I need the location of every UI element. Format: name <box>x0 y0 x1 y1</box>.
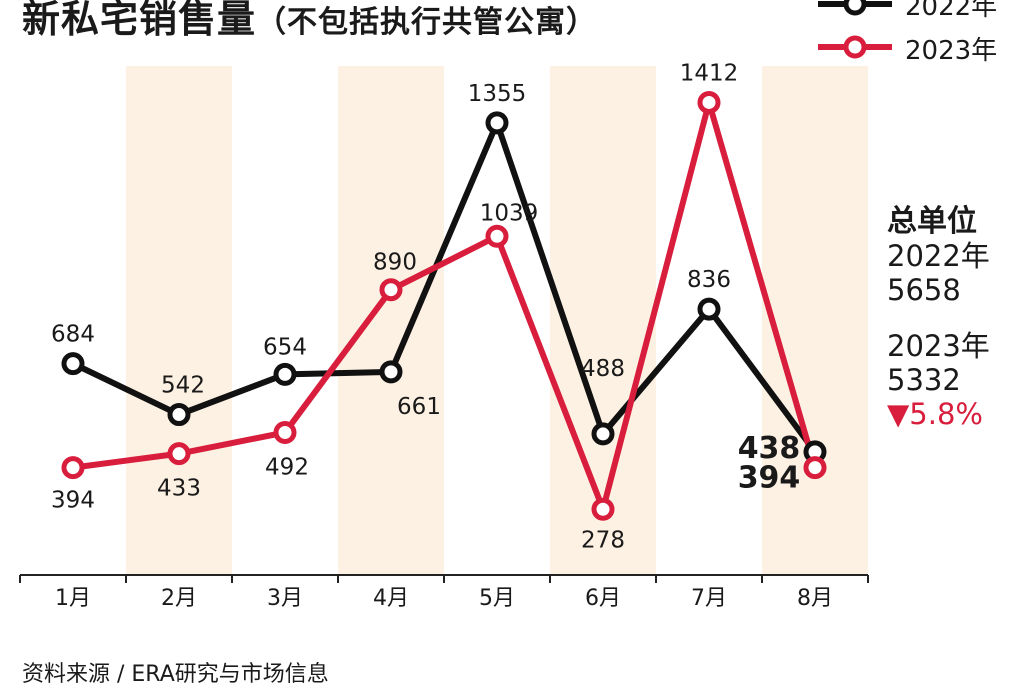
chart-title: 新私宅销售量（不包括执行共管公寓） <box>22 0 597 43</box>
data-point <box>697 90 721 114</box>
summary-change: ▼5.8% <box>887 397 983 431</box>
data-point <box>379 360 403 384</box>
data-label: 394 <box>51 488 95 514</box>
data-point <box>273 420 297 444</box>
data-label: 661 <box>397 394 441 420</box>
series-line-2022 <box>71 114 818 454</box>
x-tick-label: 6月 <box>585 586 621 611</box>
chart-title-main: 新私宅销售量 <box>22 0 257 41</box>
data-label: 1412 <box>680 60 739 86</box>
data-point <box>61 352 85 376</box>
x-tick-label: 8月 <box>797 586 833 611</box>
data-label: 488 <box>581 356 625 382</box>
data-point <box>697 297 721 321</box>
data-label: 394 <box>738 461 801 496</box>
month-band <box>550 66 656 575</box>
summary-heading: 总单位 <box>887 204 977 239</box>
data-point <box>273 362 297 386</box>
data-label: 684 <box>51 322 95 348</box>
summary-2023-label: 2023年 <box>887 329 990 363</box>
series-line-2023 <box>72 91 818 520</box>
month-band <box>126 66 232 575</box>
data-label: 433 <box>157 476 201 502</box>
data-point <box>379 278 403 302</box>
month-band <box>338 66 444 575</box>
legend-marker-2023 <box>843 35 867 59</box>
data-point <box>167 403 191 427</box>
legend-marker-2022 <box>843 0 867 16</box>
x-tick-label: 5月 <box>479 586 515 611</box>
data-label: 836 <box>687 267 731 293</box>
data-point <box>803 456 827 480</box>
data-label: 654 <box>263 334 307 360</box>
data-label: 492 <box>265 454 309 480</box>
data-label: 542 <box>161 373 205 399</box>
data-label: 278 <box>581 527 625 553</box>
x-tick-label: 7月 <box>691 586 727 611</box>
x-tick-label: 1月 <box>55 586 91 611</box>
data-point <box>167 442 191 466</box>
summary-2022-label: 2022年 <box>887 239 990 273</box>
summary-block: 总单位 2022年 5658 2023年 5332 ▼5.8% <box>887 204 990 432</box>
data-label: 890 <box>373 250 417 276</box>
data-label: 1039 <box>480 200 539 226</box>
data-label: 1355 <box>468 81 527 107</box>
summary-2023-value: 5332 <box>887 363 961 397</box>
data-point <box>485 111 509 135</box>
chart-subtitle: （不包括执行共管公寓） <box>256 5 598 40</box>
x-tick-label: 4月 <box>373 586 409 611</box>
data-point <box>485 224 509 248</box>
data-label: 438 <box>738 431 801 466</box>
x-tick-label: 3月 <box>267 586 303 611</box>
month-band <box>762 66 868 575</box>
legend-label-2023: 2023年 <box>905 36 998 66</box>
legend-label-2022: 2022年 <box>905 0 998 22</box>
data-point <box>591 497 615 521</box>
summary-2022-value: 5658 <box>887 273 961 307</box>
data-point <box>591 422 615 446</box>
source-note: 资料来源 / ERA研究与市场信息 <box>22 662 329 687</box>
data-point <box>61 456 85 480</box>
x-tick-label: 2月 <box>161 586 197 611</box>
